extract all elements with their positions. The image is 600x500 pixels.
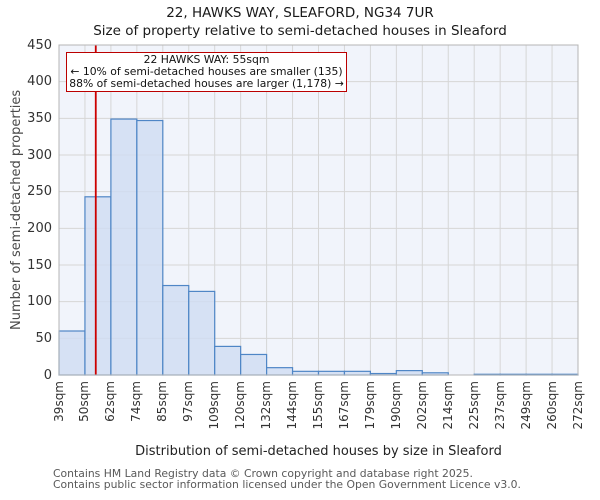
histogram-bar xyxy=(266,367,294,376)
x-tick-label: 190sqm xyxy=(388,381,403,430)
x-tick-label: 225sqm xyxy=(466,381,481,430)
x-tick-label: 39sqm xyxy=(51,381,66,422)
histogram-bar xyxy=(84,196,112,376)
x-tick-label: 237sqm xyxy=(492,381,507,430)
x-tick-label: 85sqm xyxy=(155,381,170,422)
x-tick-label: 74sqm xyxy=(129,381,144,422)
x-tick-label: 179sqm xyxy=(362,381,377,430)
x-axis-label: Distribution of semi-detached houses by … xyxy=(135,444,502,459)
histogram-bar xyxy=(110,118,138,376)
histogram-bar xyxy=(317,370,346,376)
y-tick-label: 400 xyxy=(27,74,52,90)
marker-annotation-box: 22 HAWKS WAY: 55sqm ← 10% of semi-detach… xyxy=(66,52,347,93)
x-tick-label: 97sqm xyxy=(181,381,196,422)
annotation-larger-line: 88% of semi-detached houses are larger (… xyxy=(69,76,344,90)
histogram-bar xyxy=(291,370,320,376)
y-tick-label: 350 xyxy=(27,110,52,126)
histogram-bar xyxy=(58,330,86,376)
chart-subtitle: Size of property relative to semi-detach… xyxy=(93,23,507,39)
x-tick-label: 214sqm xyxy=(440,381,455,430)
annotation-smaller-line: ← 10% of semi-detached houses are smalle… xyxy=(70,64,343,78)
y-tick-label: 250 xyxy=(27,184,52,200)
histogram-bar xyxy=(395,370,423,376)
y-axis-label: Number of semi-detached properties xyxy=(9,89,24,331)
x-tick-label: 155sqm xyxy=(311,381,325,430)
plot-border xyxy=(58,44,579,376)
x-tick-label: 62sqm xyxy=(103,381,118,422)
y-tick-label: 300 xyxy=(27,147,52,163)
x-tick-label: 260sqm xyxy=(544,381,559,430)
annotation-property-line: 22 HAWKS WAY: 55sqm xyxy=(143,53,270,66)
x-tick-label: 249sqm xyxy=(518,381,533,430)
chart-title: 22, HAWKS WAY, SLEAFORD, NG34 7UR xyxy=(166,5,434,21)
histogram-bar xyxy=(188,290,216,376)
y-tick-label: 100 xyxy=(27,294,52,310)
x-tick-label: 132sqm xyxy=(259,381,274,430)
x-tick-label: 167sqm xyxy=(336,381,351,430)
footer-licence-line: Contains public sector information licen… xyxy=(53,478,521,491)
x-tick-label: 120sqm xyxy=(233,381,248,430)
y-tick-label: 450 xyxy=(27,37,52,53)
histogram-bar xyxy=(162,284,190,376)
histogram-bar xyxy=(343,370,372,376)
x-tick-label: 50sqm xyxy=(77,381,92,422)
x-tick-label: 272sqm xyxy=(570,381,585,430)
x-tick-label: 109sqm xyxy=(207,381,222,430)
x-tick-label: 202sqm xyxy=(414,381,429,430)
footer-copyright-line: Contains HM Land Registry data © Crown c… xyxy=(53,467,473,480)
y-tick-label: 200 xyxy=(27,220,52,236)
x-tick-label: 144sqm xyxy=(285,381,300,430)
histogram-bar xyxy=(214,345,242,376)
y-tick-label: 150 xyxy=(27,257,52,273)
histogram-bar xyxy=(136,119,164,376)
histogram-bar xyxy=(240,353,268,376)
y-tick-label: 0 xyxy=(43,367,52,383)
y-tick-label: 50 xyxy=(35,330,52,346)
